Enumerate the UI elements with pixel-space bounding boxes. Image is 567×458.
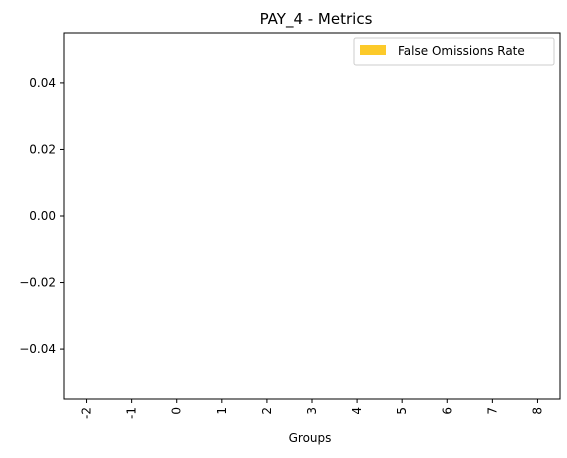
x-axis-label: Groups (289, 431, 332, 445)
x-tick-label: 0 (170, 407, 184, 415)
x-tick-label: 4 (350, 407, 364, 415)
legend: False Omissions Rate (353, 37, 555, 66)
x-tick-label: 7 (485, 407, 499, 415)
x-tick-label: 1 (215, 407, 229, 415)
x-axis: -2 -1 0 1 2 3 4 5 6 7 8 (80, 399, 544, 419)
legend-swatch (360, 45, 386, 55)
x-tick-label: 6 (440, 407, 454, 415)
x-tick-label: -2 (80, 407, 94, 419)
plot-area (63, 32, 561, 400)
x-tick-label: 3 (305, 407, 319, 415)
y-tick-label: −0.02 (19, 276, 56, 290)
y-tick-label: 0.00 (29, 209, 56, 223)
legend-label: False Omissions Rate (398, 44, 525, 58)
legend-box (353, 37, 555, 66)
x-tick-label: 8 (530, 407, 544, 415)
x-tick-label: 5 (395, 407, 409, 415)
y-tick-label: −0.04 (19, 342, 56, 356)
chart-title: PAY_4 - Metrics (260, 10, 373, 29)
x-tick-label: 2 (260, 407, 274, 415)
y-tick-label: 0.04 (29, 76, 56, 90)
y-axis: 0.04 0.02 0.00 −0.02 −0.04 (19, 76, 64, 356)
x-tick-label: -1 (125, 407, 139, 419)
y-tick-label: 0.02 (29, 142, 56, 156)
